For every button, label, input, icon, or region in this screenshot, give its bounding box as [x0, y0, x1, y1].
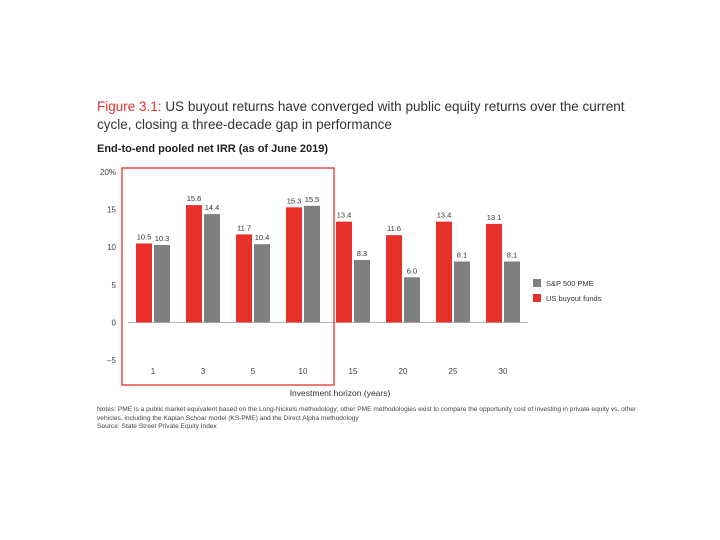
legend-swatch — [533, 294, 541, 302]
x-axis-label: Investment horizon (years) — [290, 388, 391, 398]
pme-value-label: 14.4 — [205, 203, 220, 212]
figure-title-text: US buyout returns have converged with pu… — [97, 99, 625, 132]
pme-value-label: 15.5 — [305, 195, 320, 204]
buyout-bar — [236, 234, 252, 323]
x-tick-label: 3 — [201, 367, 206, 376]
figure-title: Figure 3.1: US buyout returns have conve… — [97, 98, 637, 134]
buyout-value-label: 15.3 — [287, 196, 302, 205]
pme-bar — [454, 261, 470, 323]
pme-value-label: 10.3 — [155, 234, 170, 243]
y-tick-label: 15 — [107, 206, 116, 215]
x-tick-label: 10 — [299, 367, 308, 376]
buyout-bar — [386, 235, 402, 323]
legend-label: US buyout funds — [546, 294, 602, 303]
pme-value-label: 10.4 — [255, 233, 270, 242]
x-axis-ticks: 1 3 5 10 15 20 25 30 — [151, 367, 508, 376]
x-tick-label: 20 — [399, 367, 408, 376]
legend-label: S&P 500 PME — [546, 279, 594, 288]
chart-notes: Notes: PME is a public market equivalent… — [97, 406, 637, 432]
notes-text: Notes: PME is a public market equivalent… — [97, 406, 637, 422]
buyout-bar — [336, 221, 352, 323]
buyout-bar — [486, 223, 502, 323]
buyout-value-label: 13.1 — [487, 213, 502, 222]
buyout-value-label: 11.7 — [237, 223, 251, 232]
x-tick-label: 25 — [449, 367, 458, 376]
buyout-value-label: 13.4 — [437, 211, 452, 220]
x-tick-label: 1 — [151, 367, 156, 376]
y-axis-ticks: 20% 15 10 5 0 –5 — [100, 168, 117, 365]
legend: S&P 500 PME US buyout funds — [533, 279, 602, 303]
buyout-bar — [136, 243, 152, 323]
pme-value-label: 6.0 — [407, 266, 417, 275]
pme-bar — [154, 244, 170, 323]
x-tick-label: 5 — [251, 367, 256, 376]
figure-label: Figure 3.1: — [97, 99, 162, 114]
y-tick-label: 20% — [100, 168, 116, 177]
x-tick-label: 30 — [499, 367, 508, 376]
bars — [136, 205, 520, 323]
pme-value-label: 8.3 — [357, 249, 367, 258]
pme-bar — [304, 205, 320, 323]
chart-subtitle: End-to-end pooled net IRR (as of June 20… — [97, 143, 329, 155]
y-tick-label: –5 — [107, 356, 116, 365]
pme-bar — [204, 214, 220, 323]
pme-bar — [354, 259, 370, 323]
pme-bar — [504, 261, 520, 323]
buyout-bar — [186, 205, 202, 323]
y-tick-label: 10 — [107, 243, 116, 252]
value-labels: 10.5 10.3 15.614.4 11.7 10.4 15.3 15.5 13.4 8.3 1… — [137, 194, 518, 275]
pme-value-label: 8.1 — [457, 250, 467, 259]
buyout-value-label: 15.6 — [187, 194, 202, 203]
legend-swatch — [533, 279, 541, 287]
x-tick-label: 15 — [349, 367, 358, 376]
y-tick-label: 5 — [112, 281, 117, 290]
buyout-value-label: 13.4 — [337, 211, 352, 220]
y-tick-label: 0 — [112, 318, 117, 327]
source-text: Source: State Street Private Equity Inde… — [97, 423, 217, 431]
pme-value-label: 8.1 — [507, 250, 517, 259]
highlight-box-outline — [121, 167, 335, 386]
pme-bar — [254, 244, 270, 323]
buyout-bar — [286, 207, 302, 323]
pme-bar — [404, 277, 420, 323]
highlight-box — [121, 167, 335, 386]
buyout-value-label: 10.5 — [137, 232, 152, 241]
buyout-bar — [436, 221, 452, 323]
buyout-value-label: 11.6 — [387, 224, 401, 233]
